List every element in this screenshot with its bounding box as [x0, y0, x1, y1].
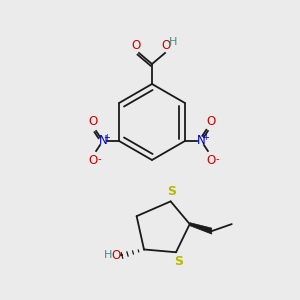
Text: O: O — [161, 39, 171, 52]
Text: O: O — [88, 115, 98, 128]
Text: -: - — [97, 154, 101, 164]
Text: O: O — [111, 249, 121, 262]
Text: +: + — [104, 133, 110, 142]
Text: S: S — [175, 255, 184, 268]
Text: O: O — [206, 115, 215, 128]
Text: O: O — [206, 154, 215, 167]
Text: N: N — [196, 134, 205, 146]
Text: O: O — [131, 39, 141, 52]
Text: S: S — [167, 185, 176, 198]
Text: H: H — [104, 250, 112, 260]
Polygon shape — [190, 223, 212, 234]
Text: O: O — [88, 154, 98, 167]
Text: +: + — [202, 133, 209, 142]
Text: N: N — [99, 134, 107, 146]
Text: -: - — [215, 154, 219, 164]
Text: H: H — [169, 37, 177, 47]
